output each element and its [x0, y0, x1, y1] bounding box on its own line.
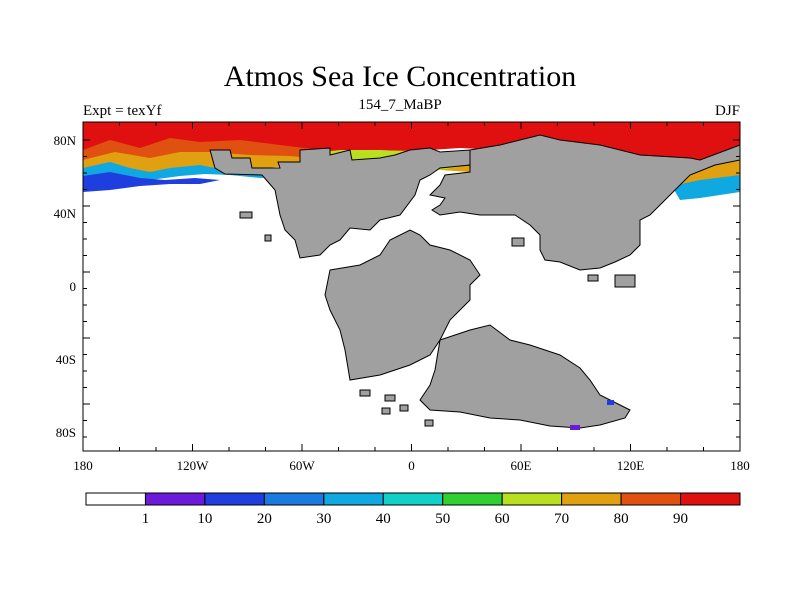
colorbar: 1 10 20 30 40 50 60 70 80 90: [85, 492, 741, 527]
colorbar-swatch: [620, 492, 682, 506]
island-4: [614, 274, 636, 288]
map-title: Atmos Sea Ice Concentration: [223, 60, 577, 93]
colorbar-swatch: [382, 492, 444, 506]
colorbar-label: 50: [435, 511, 450, 527]
ice-band-10: [83, 172, 220, 192]
x-tick-label: 180: [73, 458, 93, 473]
island-2: [264, 234, 272, 242]
y-tick-label: 80S: [56, 425, 76, 440]
colorbar-label: 90: [673, 511, 688, 527]
x-tick-label: 120E: [617, 458, 645, 473]
colorbar-swatch: [680, 492, 741, 506]
colorbar-swatch: [561, 492, 622, 506]
north-america: [209, 147, 471, 259]
island-8: [399, 404, 409, 412]
colorbar-label: 40: [376, 511, 391, 527]
island-5: [587, 274, 599, 282]
eurasia: [428, 134, 741, 271]
axis-ticks: [82, 122, 741, 451]
island-3: [511, 237, 525, 247]
x-tick-label: 60E: [511, 458, 532, 473]
colorbar-swatch: [323, 492, 384, 506]
colorbar-swatch: [501, 492, 563, 506]
colorbar-swatch: [144, 492, 206, 506]
experiment-label: Expt = texYf: [83, 103, 162, 119]
land-masses: [209, 134, 741, 429]
colorbar-swatch: [442, 492, 503, 506]
colorbar-swatch: [263, 492, 325, 506]
island-1: [239, 211, 253, 219]
colorbar-label: 30: [316, 511, 331, 527]
colorbar-label: 10: [197, 511, 212, 527]
y-tick-labels: 80N 40N 0 40S 80S: [54, 133, 77, 440]
y-tick-label: 80N: [54, 133, 77, 148]
time-label: 154_7_MaBP: [358, 97, 442, 113]
colorbar-label: 70: [554, 511, 569, 527]
x-tick-label: 120W: [177, 458, 210, 473]
x-tick-label: 60W: [289, 458, 315, 473]
season-label: DJF: [714, 103, 740, 119]
y-tick-label: 40N: [54, 206, 77, 221]
south-america: [324, 229, 481, 381]
colorbar-swatch: [85, 492, 146, 506]
island-9: [381, 407, 391, 415]
y-tick-label: 0: [70, 279, 77, 294]
colorbar-swatch: [204, 492, 265, 506]
x-tick-labels: 180 120W 60W 0 60E 120E 180: [73, 458, 750, 473]
ice-patch-south-2: [607, 400, 614, 405]
colorbar-label: 60: [495, 511, 510, 527]
colorbar-label: 20: [257, 511, 272, 527]
colorbar-label: 80: [614, 511, 629, 527]
x-tick-label: 180: [730, 458, 750, 473]
island-6: [359, 389, 371, 397]
island-7: [384, 394, 396, 402]
antarctica-africa: [419, 324, 631, 429]
ice-band-90: [83, 122, 740, 175]
island-10: [424, 419, 434, 427]
colorbar-label: 1: [142, 511, 150, 527]
map-plot: [82, 121, 741, 452]
y-tick-label: 40S: [56, 352, 76, 367]
ice-band-east-30: [672, 175, 740, 200]
ice-patch-south: [570, 425, 580, 430]
x-tick-label: 0: [408, 458, 415, 473]
